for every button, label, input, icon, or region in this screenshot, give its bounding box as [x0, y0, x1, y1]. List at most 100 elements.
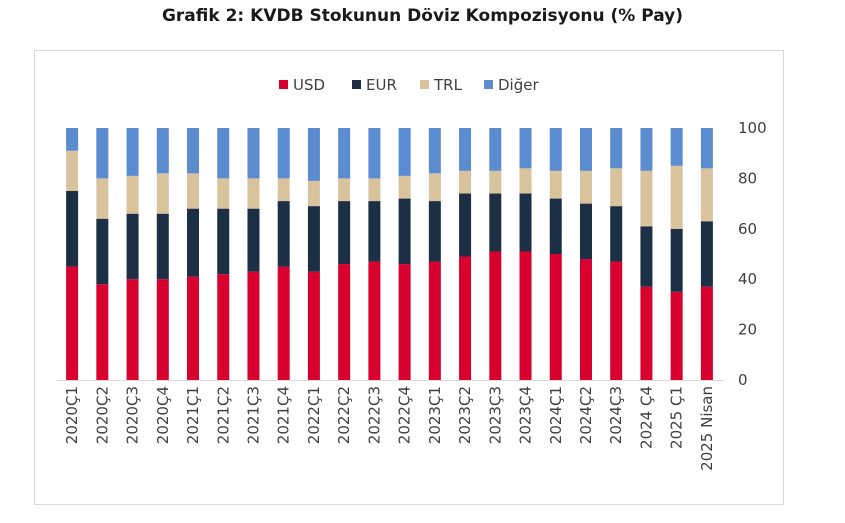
bar-eur-2025-nisan	[700, 221, 713, 287]
bar-eur-2023c4	[519, 193, 532, 252]
x-tick-label-2024-c4: 2024 Ç4	[637, 386, 655, 449]
bar-trl-2022c4	[398, 175, 411, 199]
bar-usd-2024c3	[610, 261, 623, 380]
legend: USD EUR TRL Diğer	[279, 76, 539, 94]
bar-eur-2024-c4	[640, 226, 653, 287]
bar-usd-2022c1	[307, 271, 320, 380]
bar-trl-2022c3	[368, 178, 381, 202]
bar-eur-2020c2	[96, 218, 109, 285]
bar-usd-2020c3	[126, 279, 139, 380]
bar-usd-2025-c1	[670, 291, 683, 380]
bar-diger-2024c3	[610, 128, 623, 169]
bar-usd-2022c3	[368, 261, 381, 380]
bar-usd-2021c3	[247, 271, 260, 380]
bar-diger-2020c3	[126, 128, 139, 176]
bar-diger-2021c1	[187, 128, 200, 174]
chart-title: Grafik 2: KVDB Stokunun Döviz Kompozisyo…	[161, 6, 684, 26]
bar-usd-2020c1	[66, 266, 79, 380]
bar-usd-2022c2	[338, 264, 351, 380]
legend-swatch-trl	[420, 80, 429, 89]
bar-trl-2021c2	[217, 178, 230, 209]
bar-usd-2021c2	[217, 274, 230, 380]
bar-diger-2022c1	[307, 128, 320, 181]
x-tick-label-2023c3: 2023Ç3	[486, 386, 504, 444]
bar-usd-2023c2	[459, 256, 472, 380]
bar-eur-2023c1	[428, 201, 441, 262]
legend-label-diger: Diğer	[498, 76, 539, 94]
legend-label-trl: TRL	[433, 76, 463, 94]
y-tick-label-100: 100	[738, 119, 767, 137]
bar-trl-2021c1	[187, 173, 200, 209]
x-tick-label-2025-c1: 2025 Ç1	[668, 386, 686, 449]
bar-trl-2025-c1	[670, 165, 683, 229]
bar-usd-2024-c4	[640, 286, 653, 380]
bar-diger-2023c4	[519, 128, 532, 169]
bar-usd-2024c2	[579, 259, 592, 380]
bar-eur-2023c3	[489, 193, 502, 252]
legend-swatch-usd	[279, 80, 288, 89]
bar-diger-2024c1	[549, 128, 562, 171]
bar-diger-2020c4	[156, 128, 169, 174]
bar-trl-2024c1	[549, 170, 562, 199]
x-tick-label-2024c3: 2024Ç3	[607, 386, 625, 444]
y-axis: 0 20 40 60 80 100	[738, 119, 767, 389]
bar-diger-2020c2	[96, 128, 109, 179]
bar-eur-2020c1	[66, 191, 79, 267]
bar-diger-2024c2	[579, 128, 592, 171]
x-tick-label-2021c1: 2021Ç1	[184, 386, 202, 444]
x-tick-label-2024c1: 2024Ç1	[547, 386, 565, 444]
x-tick-label-2023c1: 2023Ç1	[426, 386, 444, 444]
bar-diger-2020c1	[66, 128, 79, 151]
bar-diger-2021c4	[277, 128, 290, 179]
bar-diger-2022c4	[398, 128, 411, 176]
bar-eur-2024c1	[549, 198, 562, 254]
bar-trl-2020c3	[126, 175, 139, 214]
y-tick-label-20: 20	[738, 321, 757, 339]
x-tick-label-2022c1: 2022Ç1	[305, 386, 323, 444]
bar-trl-2020c4	[156, 173, 169, 214]
bar-usd-2021c4	[277, 266, 290, 380]
bar-usd-2024c1	[549, 254, 562, 380]
bar-eur-2022c3	[368, 201, 381, 262]
bar-usd-2023c1	[428, 261, 441, 380]
bar-eur-2022c1	[307, 206, 320, 272]
bar-diger-2022c3	[368, 128, 381, 179]
bar-usd-2025-nisan	[700, 286, 713, 380]
bar-eur-2024c2	[579, 203, 592, 260]
bar-trl-2021c4	[277, 178, 290, 202]
bar-diger-2023c3	[489, 128, 502, 171]
x-tick-label-2025-nisan: 2025 Nisan	[698, 386, 716, 471]
bar-eur-2024c3	[610, 206, 623, 262]
x-tick-label-2020c3: 2020Ç3	[124, 386, 142, 444]
legend-swatch-diger	[484, 80, 493, 89]
bar-trl-2024-c4	[640, 170, 653, 227]
bar-usd-2020c2	[96, 284, 109, 380]
bar-trl-2021c3	[247, 178, 260, 209]
x-axis-labels: 2020Ç1 2020Ç2 2020Ç3 2020Ç4 2021Ç1 2021Ç2 2021…	[63, 386, 716, 471]
y-tick-label-80: 80	[738, 169, 757, 187]
bar-eur-2021c2	[217, 208, 230, 275]
bar-usd-2020c4	[156, 279, 169, 380]
x-tick-label-2024c2: 2024Ç2	[577, 386, 595, 444]
bar-eur-2021c1	[187, 208, 200, 277]
bar-trl-2020c2	[96, 178, 109, 219]
legend-swatch-eur	[352, 80, 361, 89]
bar-trl-2023c1	[428, 173, 441, 202]
bar-trl-2022c2	[338, 178, 351, 202]
bar-trl-2023c3	[489, 170, 502, 194]
legend-label-eur: EUR	[366, 76, 397, 94]
x-tick-label-2020c1: 2020Ç1	[63, 386, 81, 444]
bars	[66, 128, 713, 380]
bar-diger-2023c1	[428, 128, 441, 174]
bar-eur-2021c3	[247, 208, 260, 272]
bar-trl-2023c2	[459, 170, 472, 194]
bar-diger-2025-c1	[670, 128, 683, 166]
bar-diger-2021c2	[217, 128, 230, 179]
y-tick-label-40: 40	[738, 270, 757, 288]
bar-eur-2023c2	[459, 193, 472, 257]
bar-eur-2025-c1	[670, 228, 683, 292]
x-tick-label-2022c3: 2022Ç3	[365, 386, 383, 444]
x-tick-label-2022c2: 2022Ç2	[335, 386, 353, 444]
bar-eur-2022c4	[398, 198, 411, 265]
